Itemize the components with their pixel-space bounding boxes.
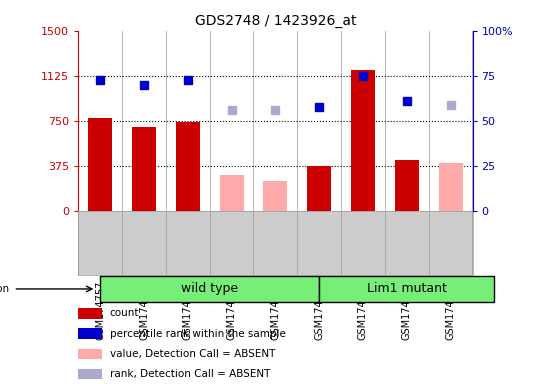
Text: Lim1 mutant: Lim1 mutant bbox=[367, 283, 447, 295]
Bar bbox=[100, 276, 319, 302]
Bar bbox=[264, 181, 287, 211]
Point bbox=[140, 82, 149, 88]
Point bbox=[315, 103, 323, 109]
Bar bbox=[176, 122, 200, 211]
Bar bbox=[132, 127, 156, 211]
Point bbox=[359, 73, 367, 79]
Bar bbox=[78, 328, 102, 339]
Text: wild type: wild type bbox=[181, 283, 238, 295]
Bar bbox=[88, 118, 112, 211]
Text: rank, Detection Call = ABSENT: rank, Detection Call = ABSENT bbox=[110, 369, 270, 379]
Bar bbox=[220, 175, 244, 211]
Text: genotype/variation: genotype/variation bbox=[0, 284, 10, 294]
Point bbox=[227, 107, 236, 113]
Bar bbox=[78, 308, 102, 319]
Bar bbox=[78, 349, 102, 359]
Title: GDS2748 / 1423926_at: GDS2748 / 1423926_at bbox=[194, 14, 356, 28]
Bar bbox=[307, 166, 331, 211]
Point bbox=[402, 98, 411, 104]
Bar bbox=[351, 70, 375, 211]
Bar bbox=[319, 276, 495, 302]
Point bbox=[271, 107, 280, 113]
Text: percentile rank within the sample: percentile rank within the sample bbox=[110, 329, 286, 339]
Bar bbox=[438, 163, 463, 211]
Bar bbox=[78, 369, 102, 379]
Point bbox=[184, 77, 192, 83]
Point bbox=[96, 77, 105, 83]
Text: count: count bbox=[110, 308, 139, 318]
Text: value, Detection Call = ABSENT: value, Detection Call = ABSENT bbox=[110, 349, 275, 359]
Bar bbox=[395, 160, 419, 211]
Point bbox=[446, 102, 455, 108]
